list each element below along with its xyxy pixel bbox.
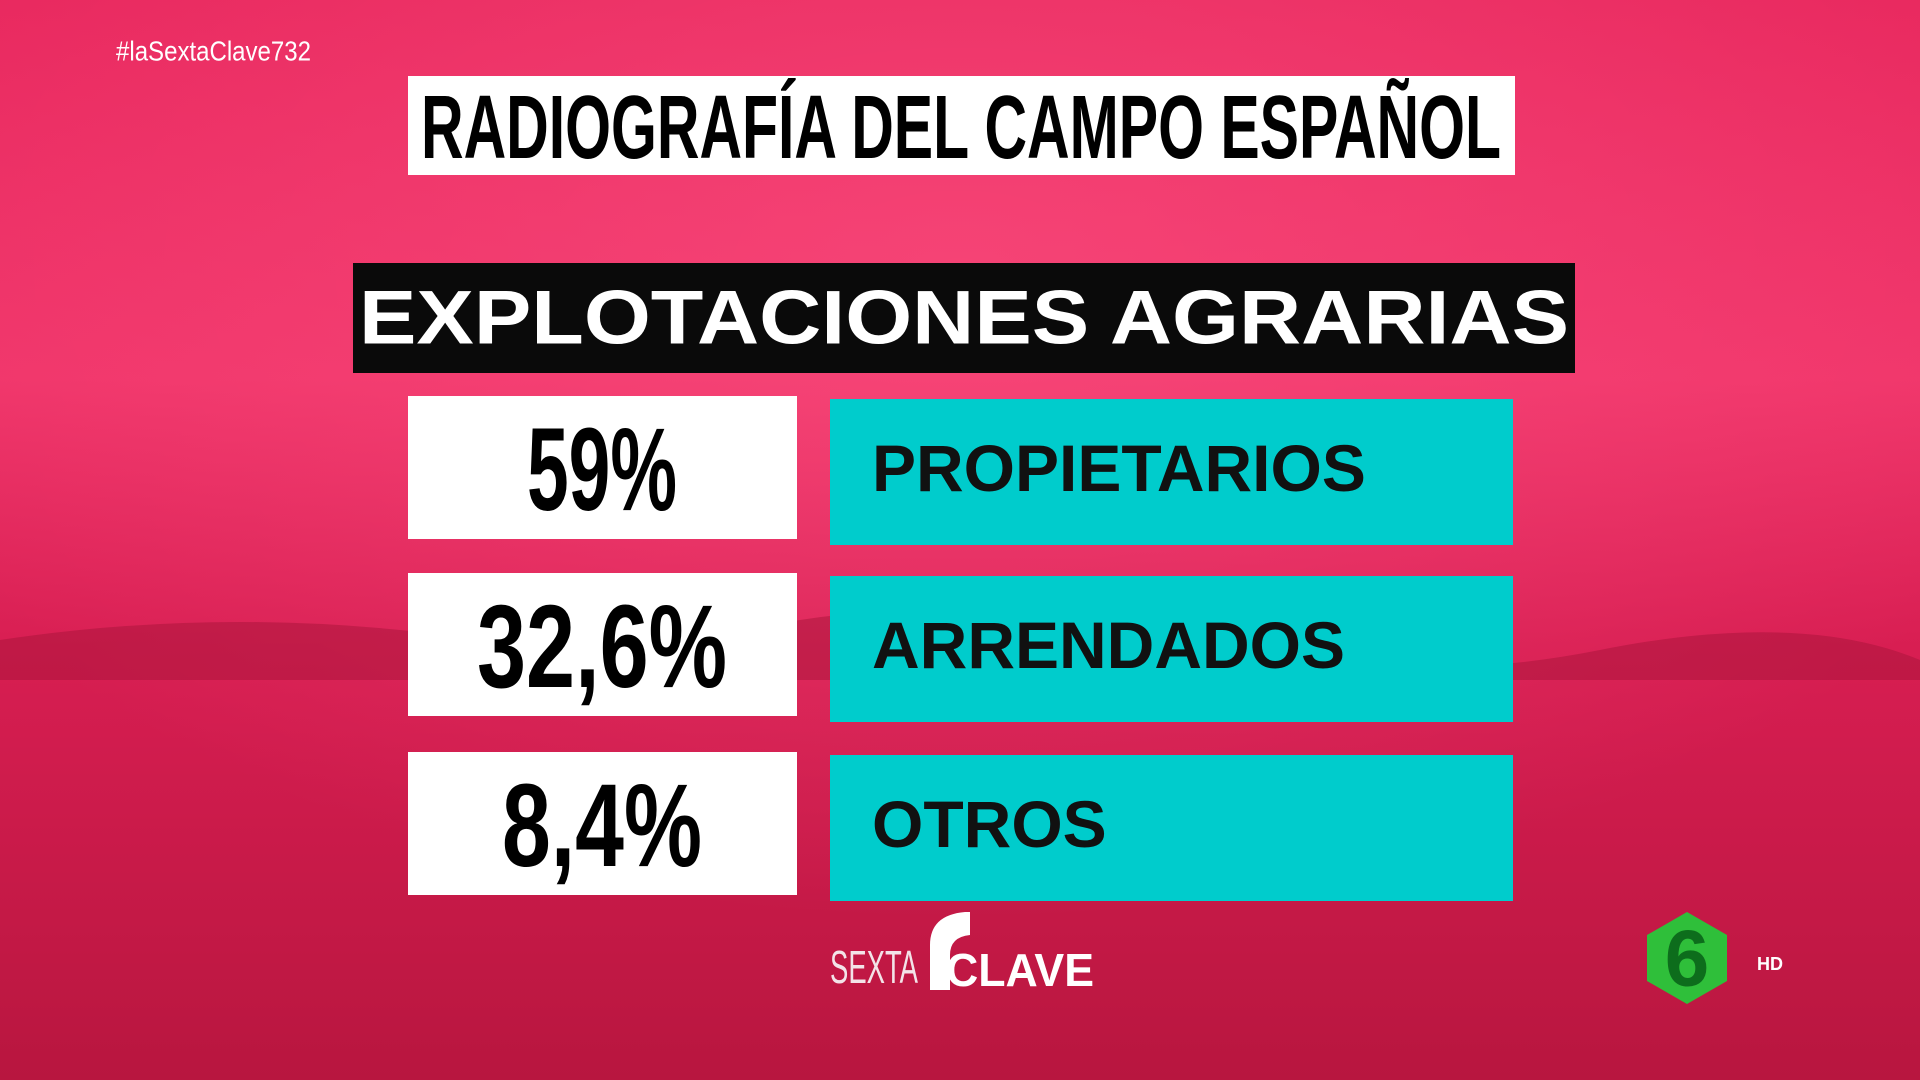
- value: 32,6%: [477, 581, 727, 713]
- title-box: [408, 76, 1515, 175]
- label: ARRENDADOS: [872, 608, 1345, 682]
- subtitle: EXPLOTACIONES AGRARIAS: [359, 276, 1569, 361]
- label: PROPIETARIOS: [872, 431, 1366, 505]
- title: RADIOGRAFÍA DEL CAMPO ESPAÑOL: [421, 77, 1501, 178]
- label: OTROS: [872, 787, 1107, 861]
- logo-right: CLAVE: [946, 944, 1094, 996]
- channel-quality: HD: [1757, 954, 1783, 974]
- value-box: [408, 396, 797, 539]
- value: 8,4%: [502, 760, 702, 892]
- channel-logo: [1647, 912, 1727, 1004]
- rows: 59% PROPIETARIOS 32,6% ARRENDADOS 8,4% OTROS: [408, 396, 1513, 901]
- value-box: [408, 573, 797, 716]
- value-box: [408, 752, 797, 895]
- subtitle-box: [353, 263, 1575, 373]
- value: 59%: [527, 404, 677, 536]
- label-box: [830, 576, 1513, 722]
- logo-mark: [930, 912, 970, 990]
- channel-mark: 6: [1665, 914, 1710, 1003]
- logo-left: SEXTA: [830, 941, 918, 993]
- label-box: [830, 755, 1513, 901]
- hashtag: #laSextaClave732: [116, 36, 311, 67]
- label-box: [830, 399, 1513, 545]
